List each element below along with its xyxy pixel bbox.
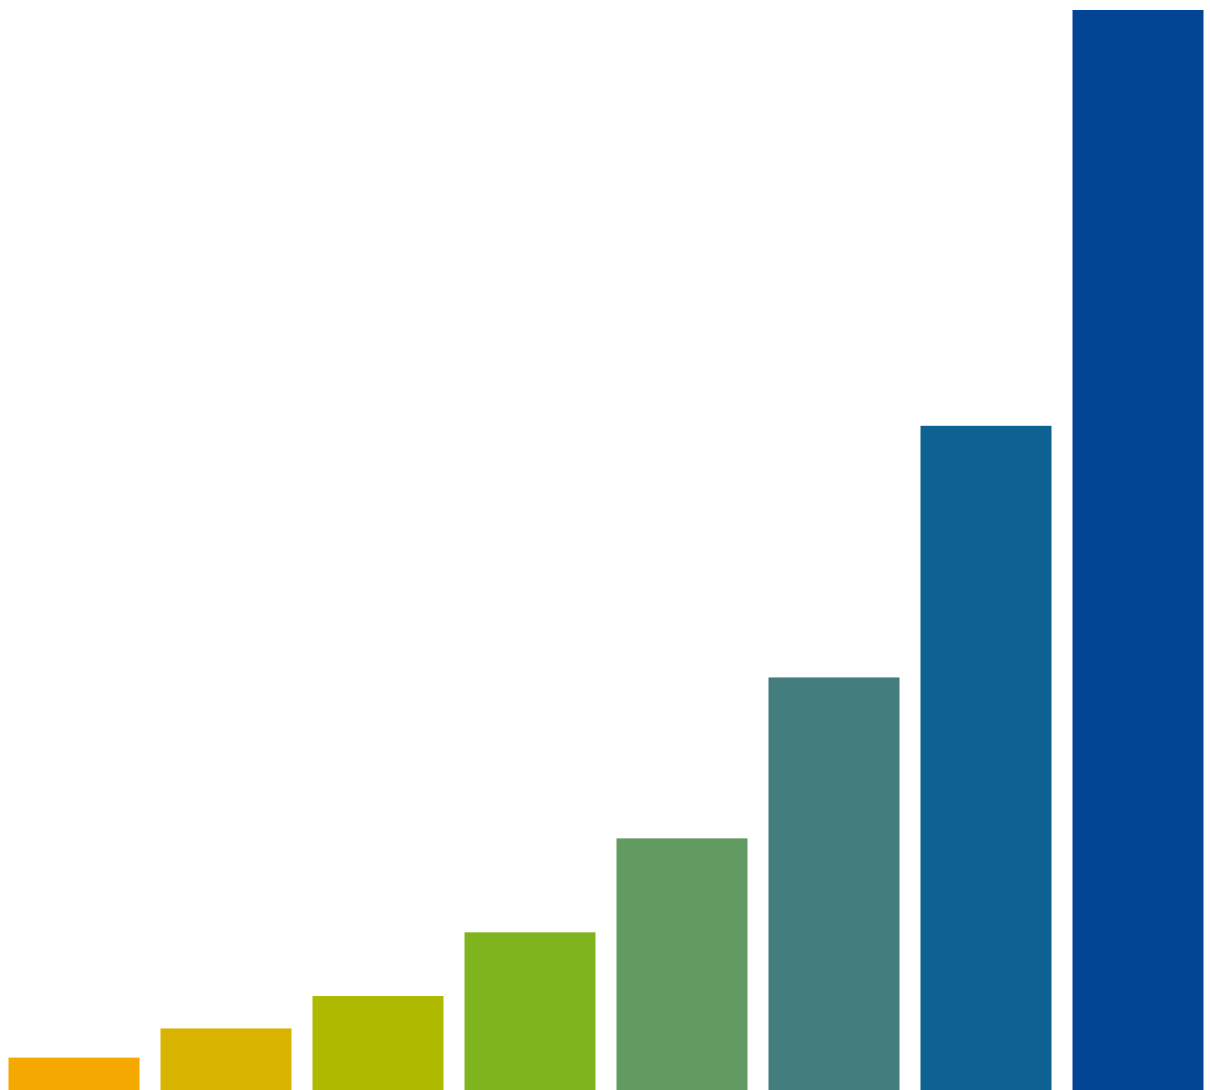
- bar: [464, 932, 596, 1090]
- bar: [160, 1028, 292, 1090]
- bar: [312, 996, 444, 1090]
- bar: [616, 838, 748, 1090]
- bar: [768, 677, 900, 1090]
- bar: [920, 425, 1052, 1090]
- bar: [8, 1057, 140, 1090]
- bar: [1072, 10, 1204, 1090]
